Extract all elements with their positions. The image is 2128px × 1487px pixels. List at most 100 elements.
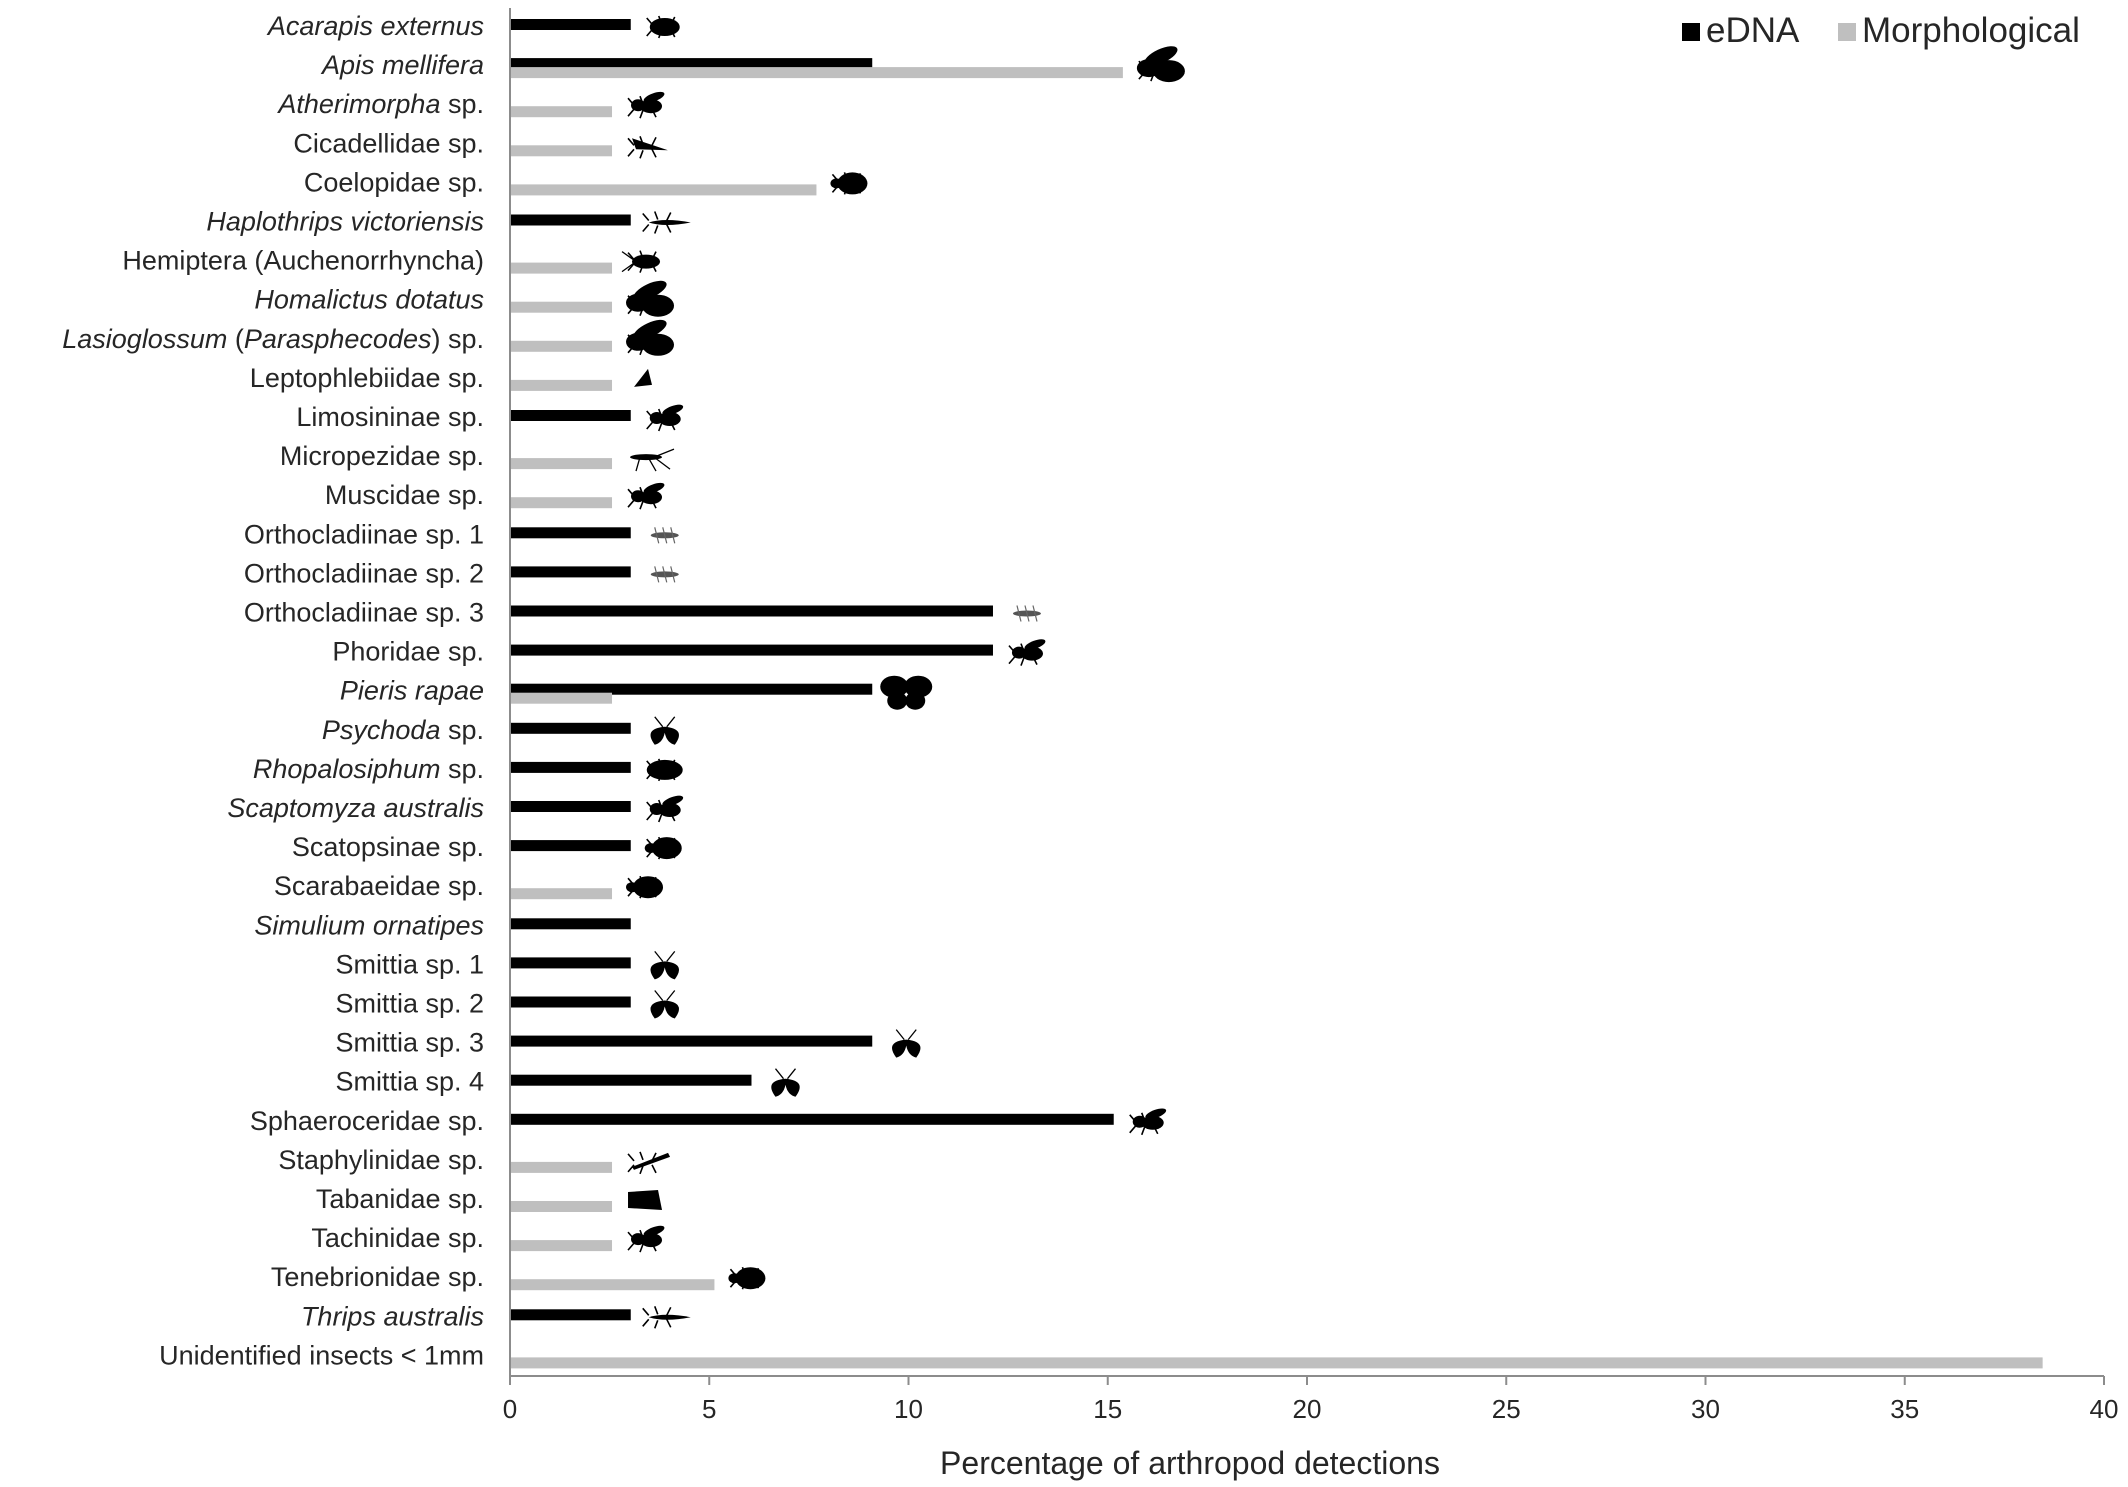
moth-fly-silhouette-icon: [650, 716, 679, 745]
category-label-apis-mellifera: Apis mellifera: [320, 50, 484, 80]
bar-edna-acarapis-externus: [510, 19, 631, 30]
bee-silhouette-icon: [626, 280, 675, 317]
category-label-orthocladiinae-sp-1: Orthocladiinae sp. 1: [244, 519, 484, 549]
category-label-sphaeroceridae-sp: Sphaeroceridae sp.: [250, 1106, 484, 1136]
bar-morphological-tabanidae-sp: [510, 1201, 613, 1212]
bar-morphological-atherimorpha-sp: [510, 106, 613, 118]
bar-edna-scaptomyza-australis: [510, 801, 631, 812]
rove-beetle-silhouette-icon: [627, 1151, 671, 1175]
fly-silhouette-icon: [1129, 1108, 1167, 1136]
bar-edna-smittia-sp-2: [510, 996, 631, 1008]
bar-morphological-pieris-rapae: [510, 692, 613, 704]
category-label-cicadellidae-sp: Cicadellidae sp.: [293, 128, 484, 158]
fly-silhouette-icon: [646, 795, 684, 823]
x-tick-label: 35: [1890, 1394, 1919, 1424]
stilt-fly-silhouette-icon: [630, 448, 675, 472]
bar-edna-psychoda-sp: [510, 722, 631, 734]
x-tick-label: 25: [1492, 1394, 1521, 1424]
category-label-smittia-sp-3: Smittia sp. 3: [335, 1028, 484, 1058]
category-label-orthocladiinae-sp-2: Orthocladiinae sp. 2: [244, 558, 484, 588]
bar-morphological-homalictus-dotatus: [510, 301, 613, 313]
category-label-lasioglossum-parasphecodes-sp: Lasioglossum (Parasphecodes) sp.: [62, 324, 484, 354]
bar-edna-scatopsinae-sp: [510, 840, 631, 852]
x-axis: 0 5 10 15 20 25 30 35 40: [503, 8, 2119, 1424]
x-tick-label: 20: [1293, 1394, 1322, 1424]
beetle-silhouette-icon: [728, 1266, 766, 1290]
bar-edna-limosininae-sp: [510, 410, 631, 421]
x-tick-label: 10: [894, 1394, 923, 1424]
mite-silhouette-icon: [646, 15, 680, 39]
bar-edna-thrips-australis: [510, 1309, 631, 1321]
category-label-orthocladiinae-sp-3: Orthocladiinae sp. 3: [244, 598, 484, 628]
moth-fly-silhouette-icon: [650, 990, 679, 1019]
bar-edna-phoridae-sp: [510, 644, 993, 656]
category-label-tabanidae-sp: Tabanidae sp.: [316, 1184, 484, 1214]
x-axis-title: Percentage of arthropod detections: [940, 1445, 1440, 1481]
bar-morphological-muscidae-sp: [510, 497, 613, 509]
category-label-pieris-rapae: Pieris rapae: [340, 676, 484, 706]
bar-edna-smittia-sp-1: [510, 957, 631, 969]
midge-silhouette-icon: [650, 566, 679, 583]
category-label-tenebrionidae-sp: Tenebrionidae sp.: [271, 1262, 484, 1292]
bar-morphological-apis-mellifera: [510, 67, 1123, 79]
category-label-homalictus-dotatus: Homalictus dotatus: [254, 285, 484, 315]
category-label-scarabaeidae-sp: Scarabaeidae sp.: [274, 871, 484, 901]
aphid-silhouette-icon: [646, 758, 683, 782]
fly-silhouette-icon: [627, 1225, 665, 1253]
moth-fly-silhouette-icon: [771, 1068, 800, 1097]
category-label-smittia-sp-4: Smittia sp. 4: [335, 1067, 484, 1097]
category-label-smittia-sp-2: Smittia sp. 2: [335, 989, 484, 1019]
bar-edna-orthocladiinae-sp-3: [510, 605, 993, 617]
beetle-silhouette-icon: [644, 836, 682, 860]
category-labels: Acarapis externus Apis mellifera Atherimor…: [62, 11, 484, 1370]
moth-fly-silhouette-icon: [650, 950, 679, 980]
bars-layer: [510, 19, 2043, 1369]
bar-edna-rhopalosiphum-sp: [510, 761, 631, 773]
beetle-silhouette-icon: [626, 875, 664, 899]
bar-edna-smittia-sp-3: [510, 1035, 873, 1047]
category-label-hemiptera-auchenorrhyncha: Hemiptera (Auchenorrhyncha): [122, 246, 484, 276]
bar-morphological-scarabaeidae-sp: [510, 888, 613, 900]
bee-silhouette-icon: [626, 319, 675, 356]
fly-silhouette-icon: [627, 91, 665, 119]
legend-swatch-edna: [1682, 23, 1700, 41]
bar-edna-simulium-ornatipes: [510, 918, 631, 930]
category-label-thrips-australis: Thrips australis: [301, 1301, 484, 1331]
category-label-smittia-sp-1: Smittia sp. 1: [335, 949, 484, 979]
bar-morphological-tachinidae-sp: [510, 1240, 613, 1252]
thrips-silhouette-icon: [642, 1306, 691, 1329]
bar-morphological-coelopidae-sp: [510, 184, 817, 196]
bar-morphological-unidentified-insects-1mm: [510, 1357, 2043, 1369]
bar-edna-pieris-rapae: [510, 683, 873, 695]
beetle-silhouette-icon: [830, 172, 868, 195]
legend-swatch-morphological: [1838, 23, 1856, 41]
midge-silhouette-icon: [1012, 605, 1041, 622]
bar-morphological-hemiptera-auchenorrhyncha: [510, 262, 613, 274]
bar-edna-smittia-sp-4: [510, 1074, 752, 1086]
bar-morphological-lasioglossum-parasphecodes-sp: [510, 340, 613, 352]
moth-fly-silhouette-icon: [892, 1029, 921, 1058]
legend-label-edna: eDNA: [1706, 11, 1800, 50]
butterfly-silhouette-icon: [880, 675, 933, 710]
x-tick-label: 30: [1691, 1394, 1720, 1424]
fly-silhouette-icon: [646, 404, 684, 432]
bug-silhouette-icon: [621, 250, 661, 273]
category-label-coelopidae-sp: Coelopidae sp.: [304, 167, 484, 197]
fly-silhouette-icon: [1008, 639, 1046, 666]
bar-morphological-staphylinidae-sp: [510, 1161, 613, 1173]
horse-fly-silhouette-icon: [628, 1190, 663, 1210]
category-label-haplothrips-victoriensis: Haplothrips victoriensis: [206, 207, 484, 237]
bar-edna-sphaeroceridae-sp: [510, 1113, 1114, 1125]
bar-morphological-leptophlebiidae-sp: [510, 379, 613, 391]
category-label-unidentified-insects-1mm: Unidentified insects < 1mm: [159, 1340, 484, 1370]
x-tick-label: 40: [2090, 1394, 2119, 1424]
thrips-silhouette-icon: [642, 211, 691, 234]
category-label-leptophlebiidae-sp: Leptophlebiidae sp.: [250, 363, 484, 393]
legend-label-morphological: Morphological: [1862, 11, 2080, 50]
category-label-psychoda-sp: Psychoda sp.: [322, 715, 484, 745]
category-label-scaptomyza-australis: Scaptomyza australis: [227, 793, 484, 823]
bar-edna-orthocladiinae-sp-1: [510, 527, 631, 539]
category-label-rhopalosiphum-sp: Rhopalosiphum sp.: [253, 754, 484, 784]
category-label-limosininae-sp: Limosininae sp.: [296, 402, 484, 432]
